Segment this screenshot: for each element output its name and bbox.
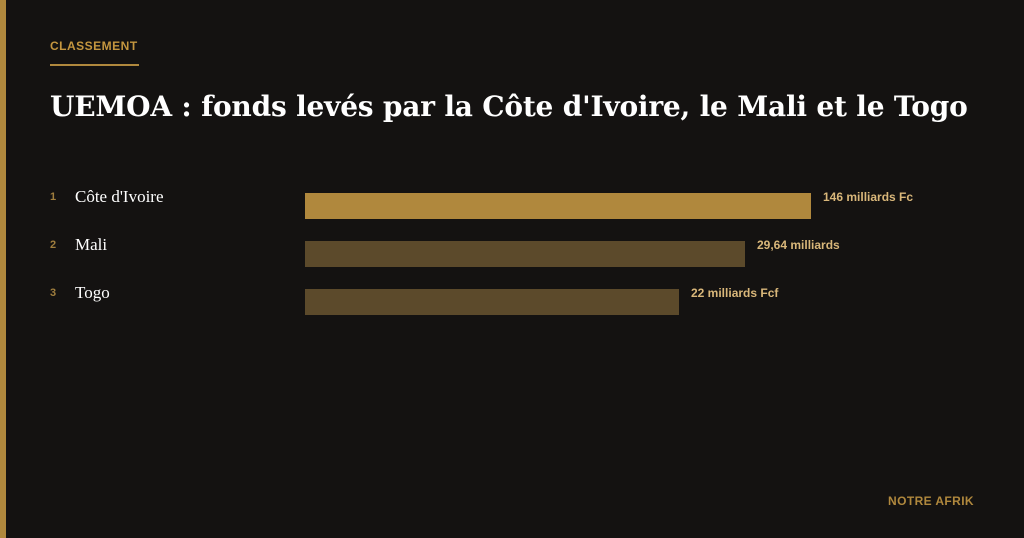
value-label: 22 milliards Fcf bbox=[691, 286, 779, 300]
bar bbox=[305, 289, 679, 315]
value-label: 29,64 milliards bbox=[757, 238, 840, 252]
chart-title: UEMOA : fonds levés par la Côte d'Ivoire… bbox=[50, 90, 968, 123]
bar bbox=[305, 241, 745, 267]
left-accent-bar bbox=[0, 0, 6, 538]
bar bbox=[305, 193, 811, 219]
category-label: Togo bbox=[75, 283, 110, 302]
value-label: 146 milliards Fc bbox=[823, 190, 914, 204]
kicker-underline bbox=[50, 64, 139, 66]
rank-number: 3 bbox=[50, 287, 57, 299]
source-credit: NOTRE AFRIK bbox=[888, 494, 974, 508]
rank-number: 1 bbox=[50, 191, 57, 203]
rank-number: 2 bbox=[50, 239, 57, 251]
category-label: Mali bbox=[75, 235, 108, 254]
section-kicker: CLASSEMENT bbox=[50, 39, 138, 53]
category-label: Côte d'Ivoire bbox=[75, 187, 164, 206]
